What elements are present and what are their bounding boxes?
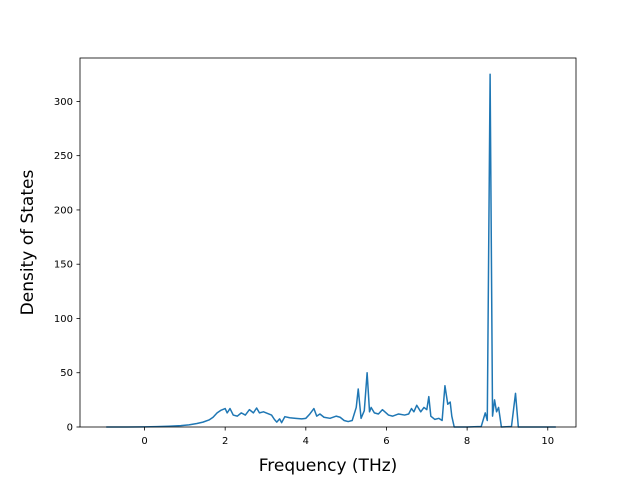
y-tick-label: 50 bbox=[60, 368, 73, 379]
x-tick-label: 6 bbox=[383, 436, 389, 447]
x-axis-ticks: 0 2 4 6 8 10 bbox=[141, 427, 554, 447]
y-tick-label: 100 bbox=[54, 314, 73, 325]
y-tick-label: 150 bbox=[54, 260, 73, 271]
y-tick-label: 300 bbox=[54, 97, 73, 108]
y-tick-label: 250 bbox=[54, 151, 73, 162]
x-tick-label: 8 bbox=[464, 436, 470, 447]
x-tick-label: 10 bbox=[541, 436, 554, 447]
y-tick-label: 0 bbox=[67, 423, 73, 434]
y-axis-label: Density of States bbox=[18, 170, 38, 316]
x-tick-label: 2 bbox=[222, 436, 228, 447]
x-tick-label: 4 bbox=[303, 436, 309, 447]
y-axis-ticks: 0 50 100 150 200 250 300 bbox=[54, 97, 80, 434]
axes-frame bbox=[79, 57, 577, 428]
y-tick-label: 200 bbox=[54, 205, 73, 216]
x-tick-label: 0 bbox=[141, 436, 147, 447]
x-axis-label: Frequency (THz) bbox=[259, 456, 398, 476]
